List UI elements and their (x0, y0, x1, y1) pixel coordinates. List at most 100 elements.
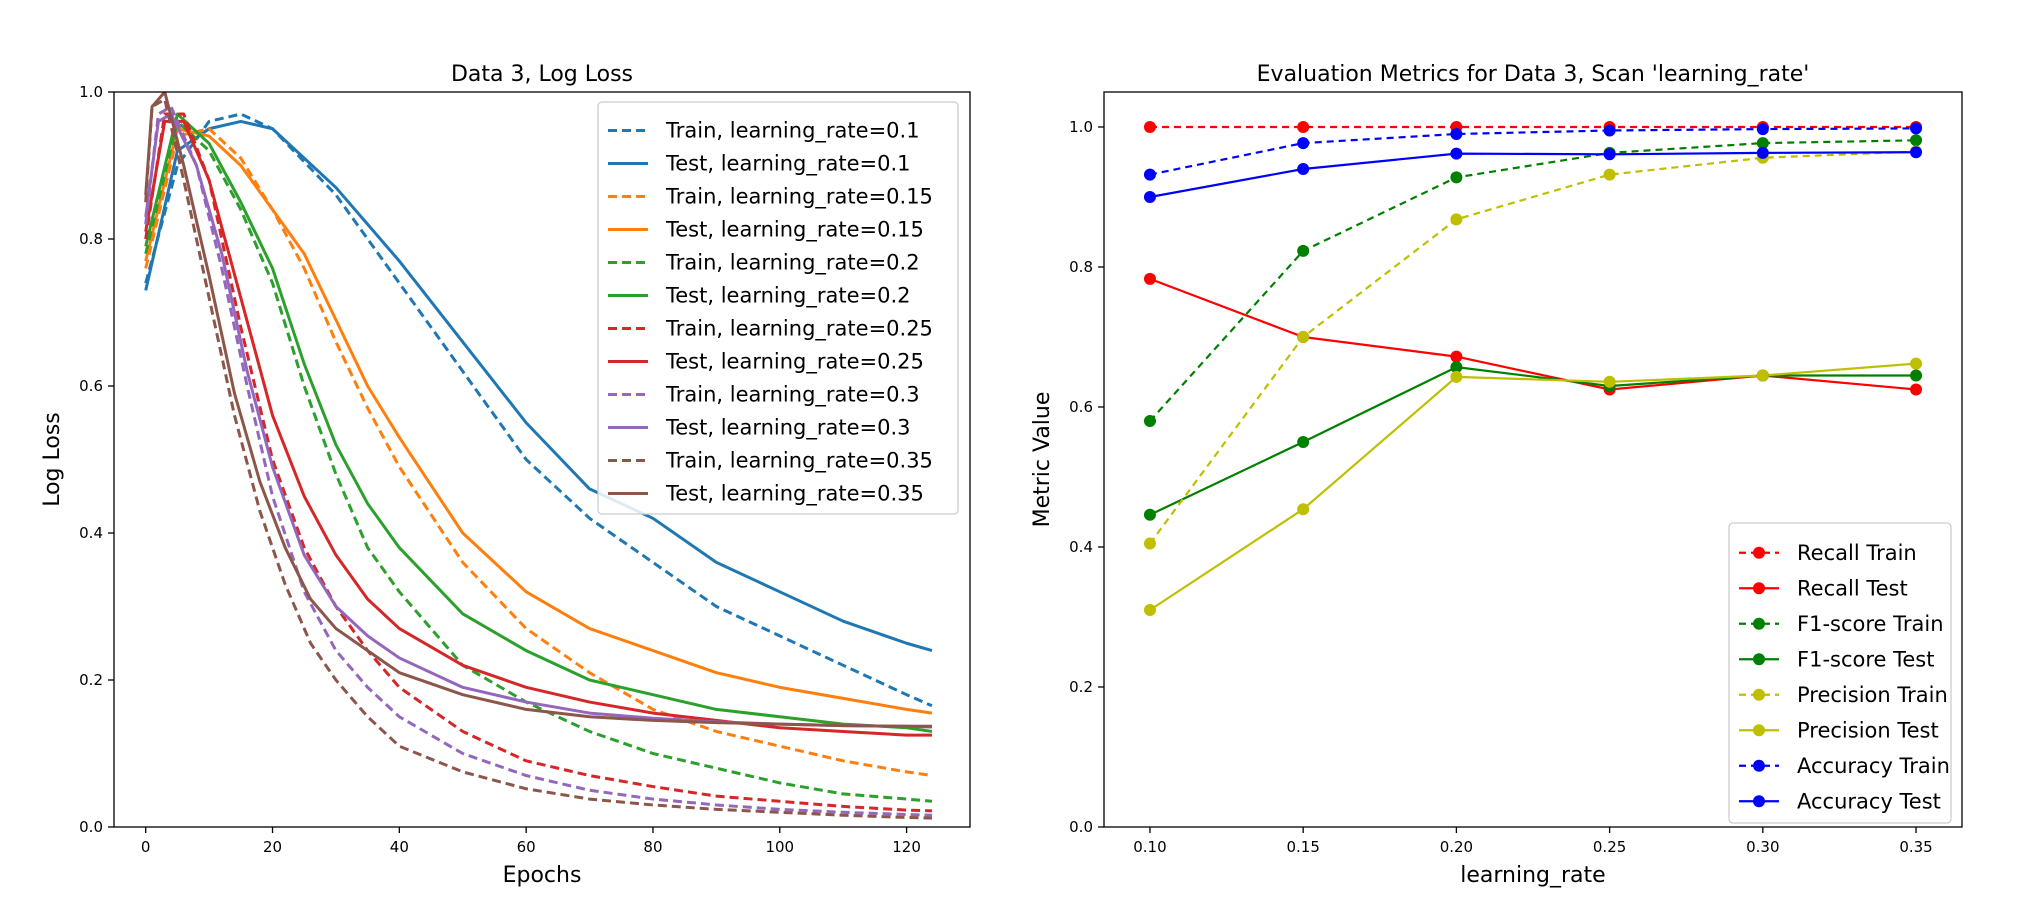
y-tick-label: 0.6 (1069, 398, 1093, 416)
legend-label-test-learning-rate-0-25: Test, learning_rate=0.25 (665, 350, 924, 375)
data-point-f1-score-test-1 (1297, 436, 1310, 448)
data-point-precision-train-2 (1450, 213, 1463, 226)
data-point-accuracy-train-1 (1297, 137, 1310, 150)
series-line-accuracy-test (1149, 151, 1917, 199)
x-tick-label: 80 (643, 838, 662, 856)
x-tick-label: 60 (517, 838, 536, 856)
data-point-f1-score-train-1 (1297, 244, 1310, 257)
data-point-precision-test-3 (1603, 375, 1616, 388)
data-point-recall-test-0 (1143, 272, 1156, 285)
legend-label-precision-train: Precision Train (1797, 683, 1948, 707)
legend-label-train-learning-rate-0-15: Train, learning_rate=0.15 (665, 185, 933, 210)
legend-marker-recall-train (1753, 546, 1765, 559)
series-line-test-learning-rate-0-25 (144, 119, 932, 737)
legend-marker-recall-test (1753, 582, 1765, 595)
legend-marker-accuracy-test (1753, 795, 1765, 808)
x-tick-label: 0.30 (1746, 838, 1779, 856)
y-tick-label: 0.0 (1069, 818, 1093, 836)
data-point-precision-test-2 (1450, 370, 1463, 383)
y-tick-label: 1.0 (79, 83, 103, 101)
y-axis-label: Log Loss (40, 412, 65, 507)
x-tick-label: 100 (765, 838, 794, 856)
series-line-precision-train (1149, 150, 1917, 545)
y-tick-label: 1.0 (1069, 118, 1093, 136)
series-line-recall-test (1149, 277, 1917, 391)
data-point-precision-test-0 (1143, 604, 1156, 616)
legend-box (597, 101, 959, 515)
legend-label-recall-train: Recall Train (1797, 541, 1917, 565)
series-line-test-learning-rate-0-1 (144, 119, 933, 653)
y-tick-label: 0.4 (1069, 538, 1093, 556)
legend-marker-precision-test (1753, 724, 1765, 737)
x-tick-label: 0 (141, 838, 151, 856)
data-point-accuracy-test-1 (1297, 163, 1310, 175)
legend-marker-accuracy-train (1753, 759, 1765, 772)
data-point-f1-score-test-0 (1143, 508, 1156, 521)
series-group (1149, 125, 1917, 611)
data-point-f1-score-test-5 (1910, 369, 1923, 382)
y-tick-label: 0.8 (1069, 258, 1093, 276)
series-line-test-learning-rate-0-15 (144, 127, 933, 715)
legend-box (1728, 522, 1952, 824)
data-point-precision-train-3 (1603, 168, 1616, 181)
data-point-accuracy-train-2 (1450, 128, 1463, 140)
x-tick-label: 0.25 (1593, 838, 1626, 856)
chart-title: Data 3, Log Loss (451, 62, 633, 87)
chart-title: Evaluation Metrics for Data 3, Scan 'lea… (1257, 62, 1810, 87)
legend-label-f1-score-train: F1-score Train (1797, 612, 1944, 636)
legend-label-precision-test: Precision Test (1797, 718, 1939, 742)
data-point-accuracy-train-5 (1910, 122, 1923, 135)
data-point-f1-score-test-2 (1450, 361, 1463, 374)
data-point-f1-score-train-5 (1910, 134, 1923, 147)
legend-label-train-learning-rate-0-1: Train, learning_rate=0.1 (665, 119, 920, 144)
data-point-f1-score-train-2 (1450, 171, 1463, 184)
plot-frame (113, 91, 971, 828)
data-point-accuracy-test-3 (1603, 148, 1616, 161)
data-point-accuracy-test-5 (1910, 146, 1923, 159)
legend-marker-precision-train (1753, 688, 1765, 701)
legend: Train, learning_rate=0.1 Test, learning_r… (597, 101, 959, 515)
legend-label-train-learning-rate-0-35: Train, learning_rate=0.35 (665, 449, 933, 474)
series-line-test-learning-rate-0-2 (144, 112, 933, 733)
legend-label-test-learning-rate-0-15: Test, learning_rate=0.15 (665, 218, 924, 243)
y-tick-label: 0.2 (1069, 678, 1093, 696)
series-line-train-learning-rate-0-35 (144, 97, 933, 820)
data-point-f1-score-train-4 (1756, 137, 1769, 150)
series-group (144, 92, 933, 820)
series-line-f1-score-train (1149, 139, 1917, 422)
data-point-precision-test-4 (1756, 369, 1769, 382)
plot-frame (1103, 91, 1963, 828)
x-axis-label: Epochs (503, 863, 582, 888)
legend-label-train-learning-rate-0-2: Train, learning_rate=0.2 (665, 251, 920, 276)
legend-label-train-learning-rate-0-25: Train, learning_rate=0.25 (665, 317, 933, 342)
legend-marker-f1-score-train (1753, 617, 1765, 630)
y-tick-label: 0.6 (79, 377, 103, 395)
series-line-test-learning-rate-0-35 (144, 92, 932, 728)
legend-label-accuracy-train: Accuracy Train (1797, 754, 1950, 778)
x-tick-label: 40 (390, 838, 409, 856)
x-tick-label: 0.15 (1286, 838, 1319, 856)
y-tick-label: 0.4 (79, 524, 103, 542)
legend: Recall Train Recall Test F1-score Train F1-… (1728, 522, 1952, 824)
series-line-train-learning-rate-0-2 (144, 119, 933, 803)
x-tick-label: 20 (263, 838, 282, 856)
data-point-precision-train-1 (1297, 331, 1310, 343)
data-point-accuracy-test-4 (1756, 146, 1769, 159)
legend-label-test-learning-rate-0-1: Test, learning_rate=0.1 (665, 152, 911, 177)
data-point-accuracy-train-4 (1756, 123, 1769, 136)
evaluation-metrics-chart: 0.10 0.15 0.20 0.25 0.30 0.35 0.0 0.2 0.4 0.6 0.8 1… (1030, 62, 1963, 888)
data-point-accuracy-train-3 (1603, 124, 1616, 137)
legend-marker-f1-score-test (1753, 653, 1765, 666)
x-tick-label: 0.10 (1133, 838, 1166, 856)
series-line-train-learning-rate-0-15 (144, 127, 933, 778)
data-point-accuracy-test-2 (1450, 147, 1463, 160)
series-line-train-learning-rate-0-1 (144, 112, 933, 708)
legend-label-train-learning-rate-0-3: Train, learning_rate=0.3 (665, 383, 920, 408)
legend-label-test-learning-rate-0-2: Test, learning_rate=0.2 (665, 284, 911, 309)
y-tick-label: 0.0 (79, 818, 103, 836)
data-point-recall-test-5 (1910, 383, 1923, 396)
data-point-recall-train-0 (1143, 121, 1156, 133)
series-line-accuracy-train (1149, 127, 1917, 176)
data-point-precision-test-1 (1297, 503, 1310, 516)
